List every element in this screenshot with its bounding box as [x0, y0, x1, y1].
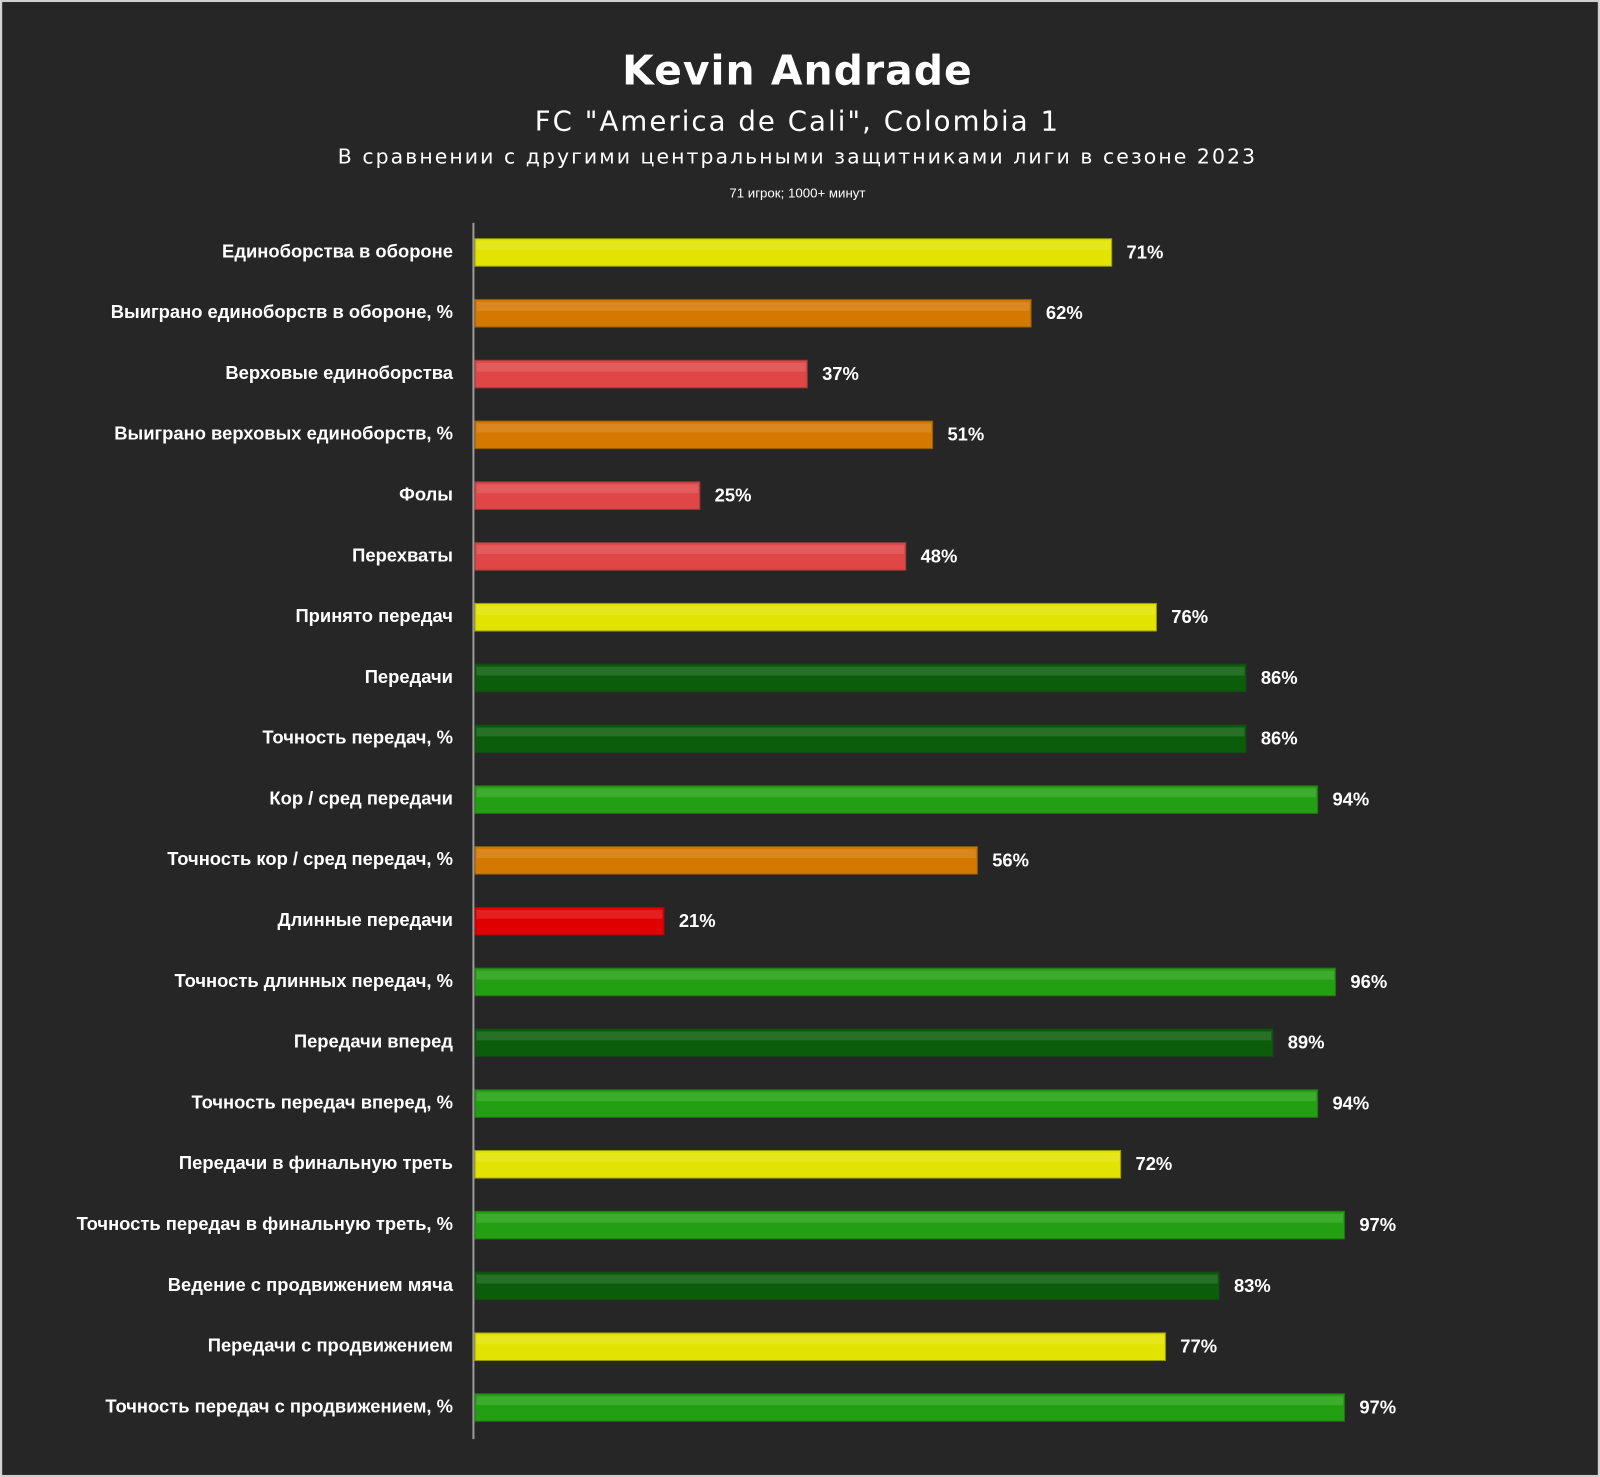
bar-shine [476, 545, 905, 555]
value-label: 21% [679, 910, 716, 931]
bar-shine [476, 666, 1245, 676]
value-label: 83% [1234, 1275, 1271, 1296]
bar [474, 1150, 1122, 1179]
category-label: Передачи в финальную треть [179, 1152, 453, 1173]
category-label: Принято передач [295, 605, 453, 626]
bar [474, 602, 1157, 632]
value-label: 71% [1127, 241, 1164, 262]
chart-title: Kevin Andrade [622, 47, 973, 95]
bar [474, 542, 907, 571]
value-label: 76% [1171, 606, 1208, 627]
value-label: 97% [1359, 1396, 1396, 1417]
bar-shine [476, 1153, 1120, 1162]
bar [474, 785, 1319, 814]
category-label: Передачи [365, 666, 453, 687]
bar-shine [476, 1031, 1272, 1041]
bar-shine [476, 1213, 1343, 1223]
value-label: 86% [1261, 667, 1298, 688]
bar [474, 846, 978, 875]
bar-shine [476, 909, 663, 919]
bar-shine [476, 484, 699, 494]
bar-shine [476, 241, 1111, 251]
chart-note: 71 игрок; 1000+ минут [729, 186, 865, 201]
bar [474, 1332, 1166, 1362]
category-label: Точность передач, % [262, 727, 453, 748]
value-label: 37% [822, 363, 859, 384]
bar [474, 1393, 1346, 1422]
value-label: 89% [1288, 1032, 1325, 1053]
bar [474, 967, 1337, 997]
category-label: Единоборства в обороне [222, 240, 453, 261]
value-label: 97% [1359, 1214, 1396, 1235]
value-label: 96% [1350, 971, 1387, 992]
chart-caption: В сравнении с другими центральными защит… [338, 144, 1257, 168]
bar-shine [476, 1396, 1343, 1406]
bar [474, 1089, 1319, 1118]
chart-subtitle: FC "America de Cali", Colombia 1 [535, 105, 1060, 138]
bar [474, 906, 665, 936]
value-label: 51% [947, 424, 984, 445]
category-label: Перехваты [352, 544, 453, 565]
bar-shine [476, 1274, 1218, 1284]
value-label: 25% [715, 485, 752, 506]
value-label: 94% [1332, 1092, 1369, 1113]
bar-shine [476, 423, 932, 433]
value-label: 94% [1332, 788, 1369, 809]
bar-shine [476, 849, 976, 858]
bar-shine [476, 302, 1030, 311]
category-label: Выиграно верховых единоборств, % [114, 423, 453, 444]
bar [474, 420, 934, 450]
bar-shine [476, 1092, 1317, 1102]
value-label: 77% [1180, 1336, 1217, 1357]
category-label: Точность длинных передач, % [175, 970, 453, 991]
category-label: Выиграно единоборств в обороне, % [111, 301, 453, 322]
bar-shine [476, 788, 1317, 798]
category-label: Верховые единоборства [225, 362, 453, 383]
bar [474, 298, 1032, 328]
bar [474, 663, 1247, 693]
bar [474, 1210, 1346, 1240]
bar [474, 481, 701, 510]
value-label: 86% [1261, 728, 1298, 749]
bar [474, 1028, 1274, 1058]
value-label: 62% [1046, 302, 1083, 323]
bar [474, 359, 808, 389]
bar-shine [476, 727, 1245, 737]
value-label: 72% [1135, 1153, 1172, 1174]
bar-shine [476, 605, 1155, 615]
bar-shine [476, 362, 806, 372]
bar-shine [476, 1335, 1164, 1345]
category-label: Ведение с продвижением мяча [168, 1274, 454, 1295]
category-label: Кор / сред передачи [269, 787, 453, 808]
bar-shine [476, 970, 1335, 980]
value-label: 56% [992, 849, 1029, 870]
category-label: Точность передач с продвижением, % [105, 1395, 453, 1416]
bar [474, 238, 1113, 267]
category-label: Передачи с продвижением [208, 1335, 453, 1356]
category-label: Передачи вперед [294, 1031, 453, 1052]
category-label: Точность передач вперед, % [192, 1091, 453, 1112]
bar [474, 724, 1247, 754]
value-label: 48% [921, 545, 958, 566]
category-label: Длинные передачи [278, 909, 453, 930]
category-label: Фолы [399, 483, 453, 504]
category-label: Точность передач в финальную треть, % [77, 1213, 453, 1234]
category-label: Точность кор / сред передач, % [167, 848, 453, 869]
bar [474, 1271, 1220, 1301]
